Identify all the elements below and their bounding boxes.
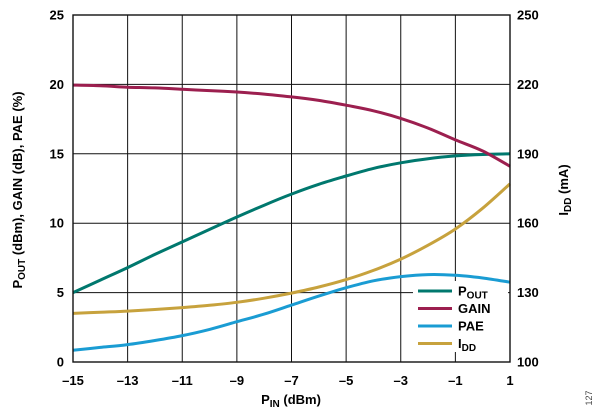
y-tick-label-right: 100 (517, 355, 539, 370)
legend-background (413, 281, 508, 352)
series-lines (72, 83, 511, 352)
series-line-pae (72, 272, 511, 352)
legend-item-gain: GAIN (418, 301, 491, 316)
label-subscript: DD (462, 343, 476, 354)
label-subscript: OUT (467, 291, 488, 302)
label-subscript: OUT (17, 259, 28, 280)
label-rest: (dBm), GAIN (dB), PAE (%) (10, 91, 25, 258)
figure-number: 127 (584, 390, 594, 405)
y-tick-label-left: 0 (57, 355, 64, 370)
y-axis-label-right: IDD (mA) (556, 164, 574, 215)
y-tick-label-right: 160 (517, 216, 539, 231)
label-subscript: DD (563, 198, 574, 212)
series-line-gain (72, 83, 511, 168)
y-tick-label-left: 15 (50, 146, 64, 161)
series-line-pout (72, 152, 511, 294)
x-tick-label: –13 (117, 373, 139, 388)
legend-label: PAE (458, 319, 484, 334)
legend-item-idd: IDD (418, 336, 476, 354)
legend-item-pout: POUT (418, 284, 488, 302)
x-tick-label: –7 (284, 373, 298, 388)
y-tick-labels-left: 0 5 10 15 20 25 (50, 8, 64, 370)
x-tick-label: 1 (506, 373, 513, 388)
label-main: P (458, 284, 467, 299)
series-line-idd (72, 182, 511, 315)
x-axis-label: PIN (dBm) (261, 392, 321, 410)
x-tick-label: –15 (62, 373, 84, 388)
y-tick-labels-right: 100 130 160 190 220 250 (517, 8, 539, 370)
legend-label: IDD (458, 336, 476, 354)
y-tick-label-right: 190 (517, 146, 539, 161)
y-tick-label-right: 130 (517, 285, 539, 300)
label-main: P (10, 280, 25, 289)
plot-frame (72, 14, 511, 363)
label-main: I (458, 336, 462, 351)
legend-label: GAIN (458, 301, 491, 316)
y-tick-label-right: 220 (517, 77, 539, 92)
label-main: P (261, 392, 270, 407)
y-tick-label-left: 10 (50, 216, 64, 231)
label-rest: (mA) (556, 164, 571, 197)
x-tick-label: –9 (230, 373, 244, 388)
label-main: I (556, 212, 571, 216)
y-tick-label-left: 20 (50, 77, 64, 92)
legend-label: POUT (458, 284, 488, 302)
y-tick-label-left: 25 (50, 8, 64, 23)
x-tick-label: –11 (172, 373, 193, 388)
x-tick-label: –3 (394, 373, 408, 388)
label-subscript: IN (270, 399, 280, 410)
x-tick-label: –1 (448, 373, 462, 388)
legend-item-pae: PAE (418, 319, 484, 334)
label-rest: (dBm) (280, 392, 321, 407)
x-tick-label: –5 (339, 373, 353, 388)
y-axis-label-left: POUT (dBm), GAIN (dB), PAE (%) (10, 91, 28, 288)
gridlines (72, 14, 511, 363)
y-tick-label-right: 250 (517, 8, 539, 23)
y-tick-label-left: 5 (57, 285, 64, 300)
x-tick-labels: –15 –13 –11 –9 –7 –5 –3 –1 1 (62, 373, 513, 388)
